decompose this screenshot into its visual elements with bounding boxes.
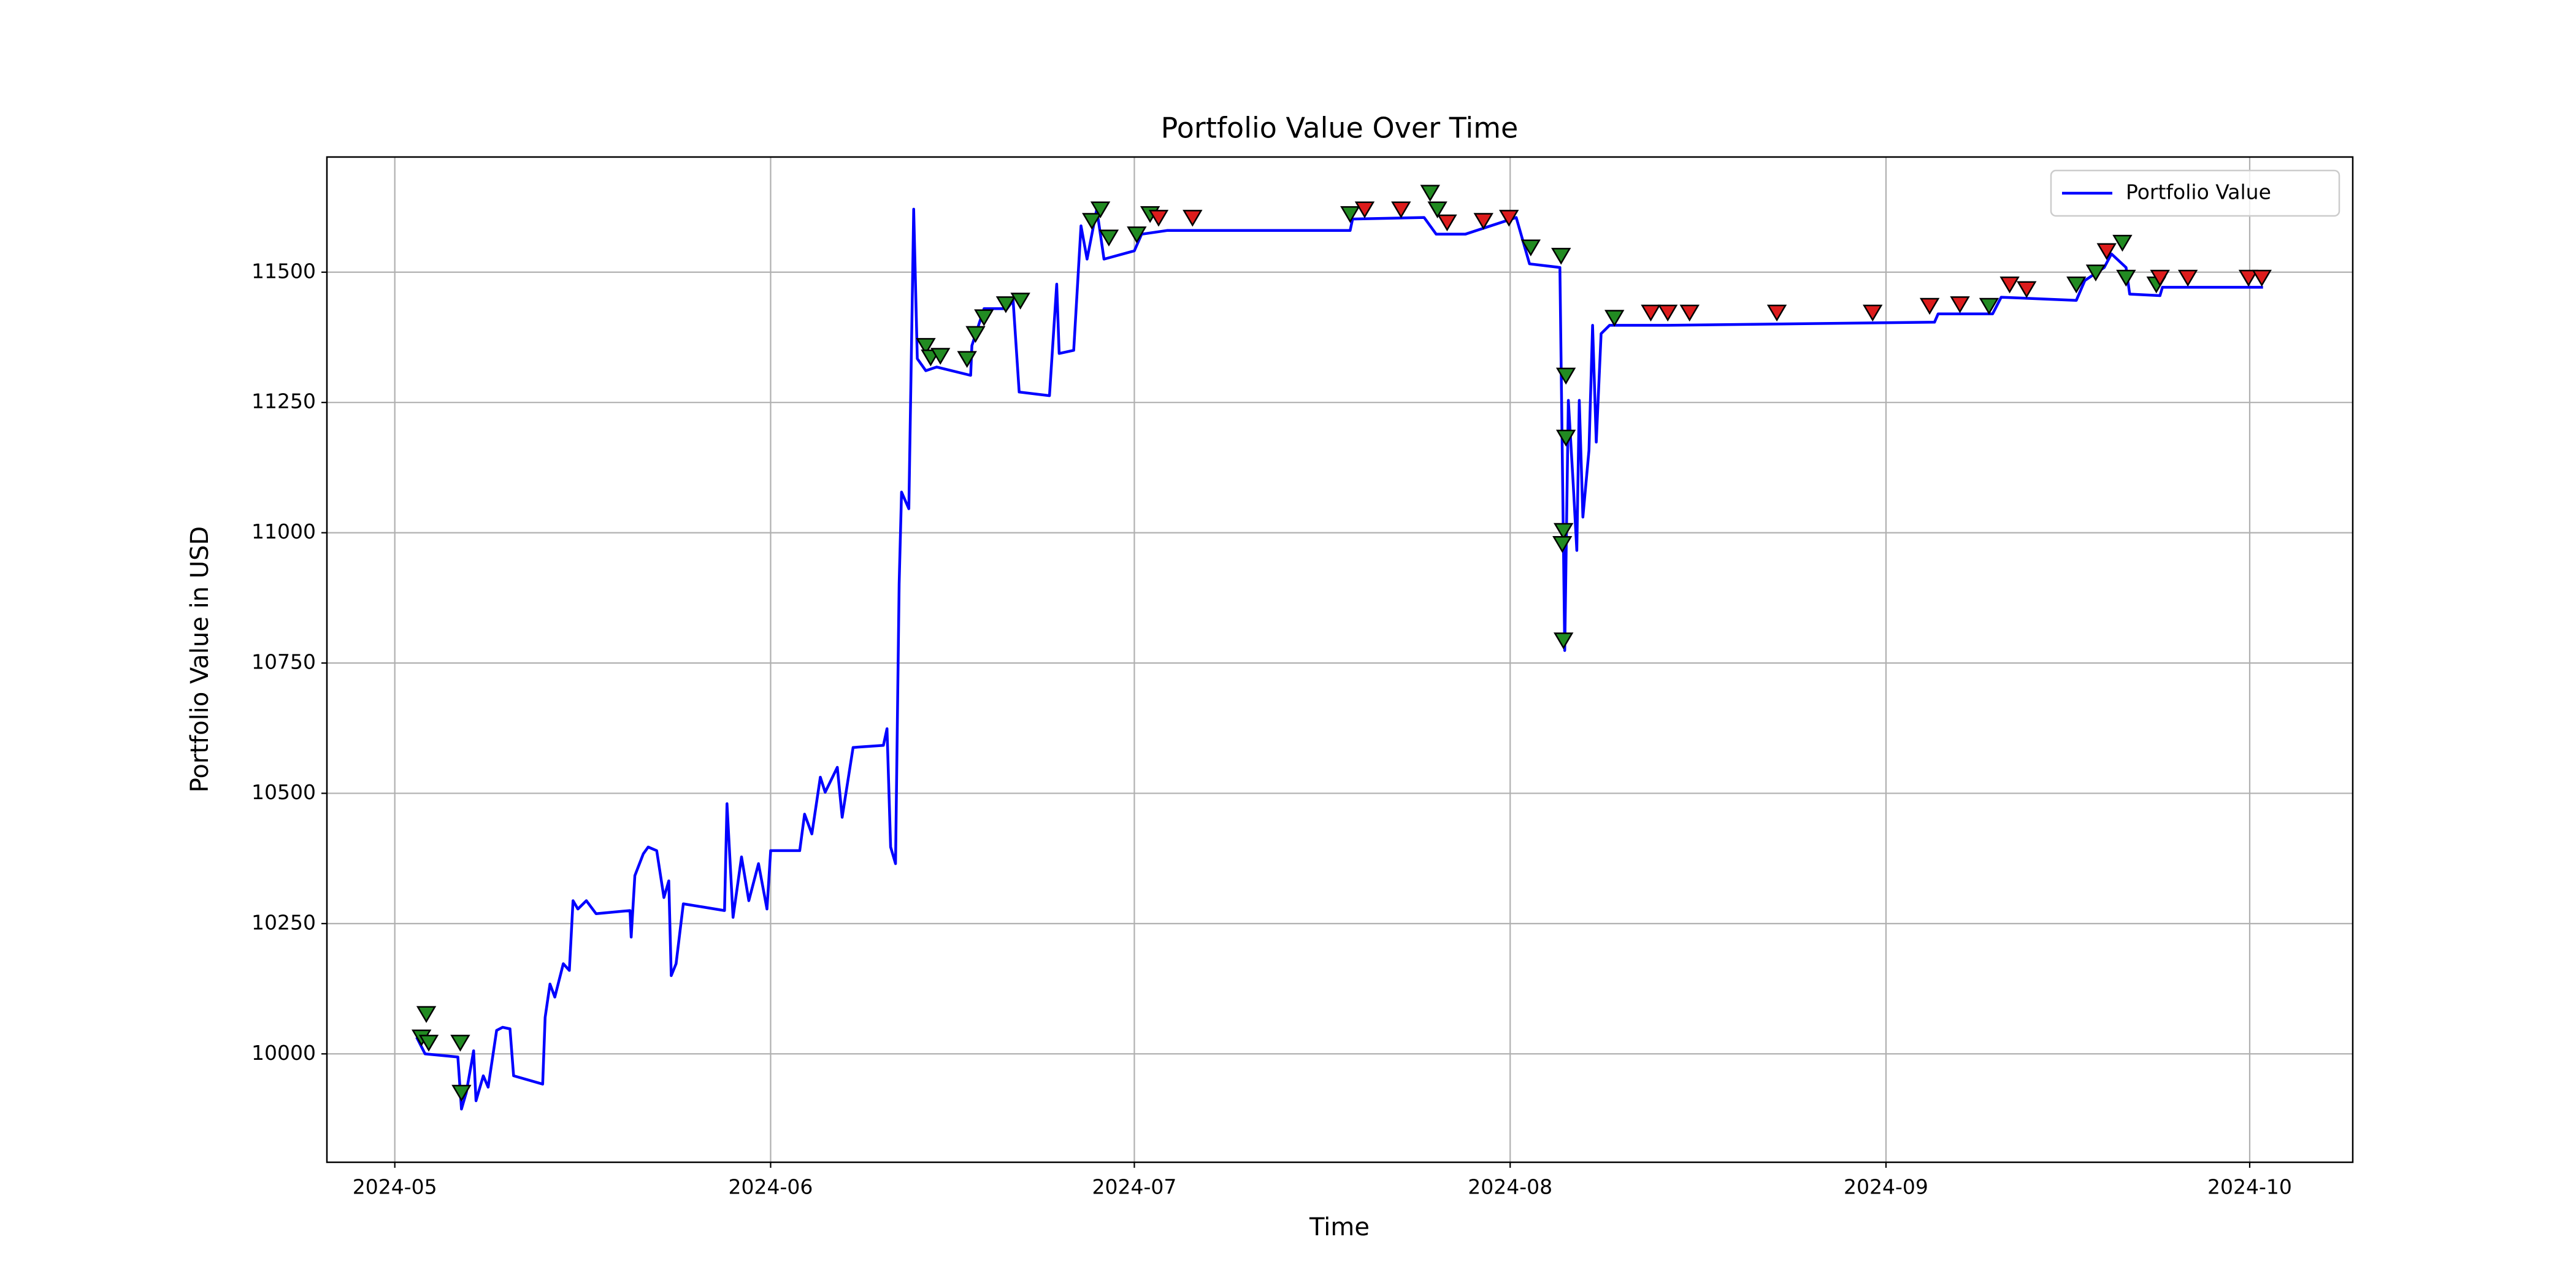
trade-marker: [1437, 214, 1457, 232]
trade-marker: [451, 1084, 472, 1102]
trade-marker: [1090, 201, 1111, 219]
x-tick-label: 2024-07: [1092, 1175, 1177, 1199]
trade-marker: [1919, 297, 1940, 315]
trade-marker: [965, 326, 986, 343]
trade-marker: [930, 348, 951, 365]
trade-marker: [1950, 296, 1970, 313]
legend-box: [2050, 169, 2340, 217]
trade-marker: [1340, 206, 1360, 223]
trade-marker: [2066, 276, 2087, 294]
trade-marker: [1555, 367, 1576, 385]
trade-marker: [2252, 269, 2272, 287]
trade-marker: [2017, 281, 2037, 299]
legend-label: Portfolio Value: [2126, 180, 2271, 204]
y-tick-label: 10000: [251, 1041, 316, 1065]
plot-frame: [326, 156, 2354, 1163]
trade-marker: [1863, 304, 1883, 322]
trade-marker: [1427, 201, 1447, 219]
y-tick-label: 11500: [251, 259, 316, 283]
trade-marker: [1082, 213, 1102, 230]
trade-marker: [1979, 297, 1999, 315]
trade-marker: [1554, 523, 1574, 540]
trade-marker: [1127, 226, 1147, 243]
trade-marker: [974, 309, 994, 326]
trade-marker: [2177, 269, 2198, 287]
trade-marker: [1391, 201, 1411, 219]
trade-marker: [2085, 264, 2106, 282]
x-tick-label: 2024-06: [729, 1175, 813, 1199]
trade-marker: [1552, 536, 1573, 553]
trade-marker: [916, 338, 936, 355]
trade-marker: [2238, 269, 2259, 287]
trade-marker: [1420, 185, 1440, 202]
y-tick-label: 11250: [251, 389, 316, 413]
trade-marker: [1499, 210, 1519, 227]
trade-marker: [2150, 269, 2170, 287]
y-tick-label: 11000: [251, 519, 316, 543]
trade-marker: [2096, 243, 2117, 261]
portfolio-line: [415, 207, 2263, 1111]
trade-marker: [1551, 248, 1571, 265]
trade-marker: [2116, 269, 2136, 287]
x-tick-label: 2024-05: [353, 1175, 437, 1199]
trade-marker: [1641, 304, 1661, 322]
x-tick-label: 2024-08: [1468, 1175, 1552, 1199]
trade-marker: [418, 1035, 439, 1052]
trade-marker: [1010, 293, 1030, 310]
trade-marker: [1999, 276, 2020, 294]
trade-marker: [995, 296, 1016, 313]
trade-marker: [1604, 310, 1625, 327]
trade-marker: [1554, 632, 1574, 650]
trade-marker: [450, 1035, 470, 1052]
y-tick-label: 10750: [251, 650, 316, 674]
trade-marker: [1766, 304, 1787, 322]
x-tick-label: 2024-09: [1844, 1175, 1928, 1199]
trade-marker: [957, 351, 977, 368]
trade-marker: [1354, 201, 1375, 219]
trade-marker: [1555, 429, 1576, 447]
chart-title: Portfolio Value Over Time: [1161, 112, 1519, 145]
trade-marker: [1183, 210, 1203, 227]
y-tick-label: 10500: [251, 780, 316, 804]
trade-marker: [1679, 304, 1700, 322]
trade-marker: [1473, 213, 1493, 230]
trade-marker: [2112, 234, 2133, 252]
trade-marker: [416, 1006, 437, 1023]
y-axis-label: Portfolio Value in USD: [186, 526, 214, 792]
y-tick-label: 10250: [251, 910, 316, 934]
x-axis-label: Time: [1309, 1213, 1370, 1241]
trade-marker: [1148, 210, 1169, 227]
trade-marker: [1520, 239, 1541, 257]
trade-marker: [1658, 304, 1678, 322]
trade-marker: [1098, 229, 1119, 247]
x-tick-label: 2024-10: [2207, 1175, 2292, 1199]
